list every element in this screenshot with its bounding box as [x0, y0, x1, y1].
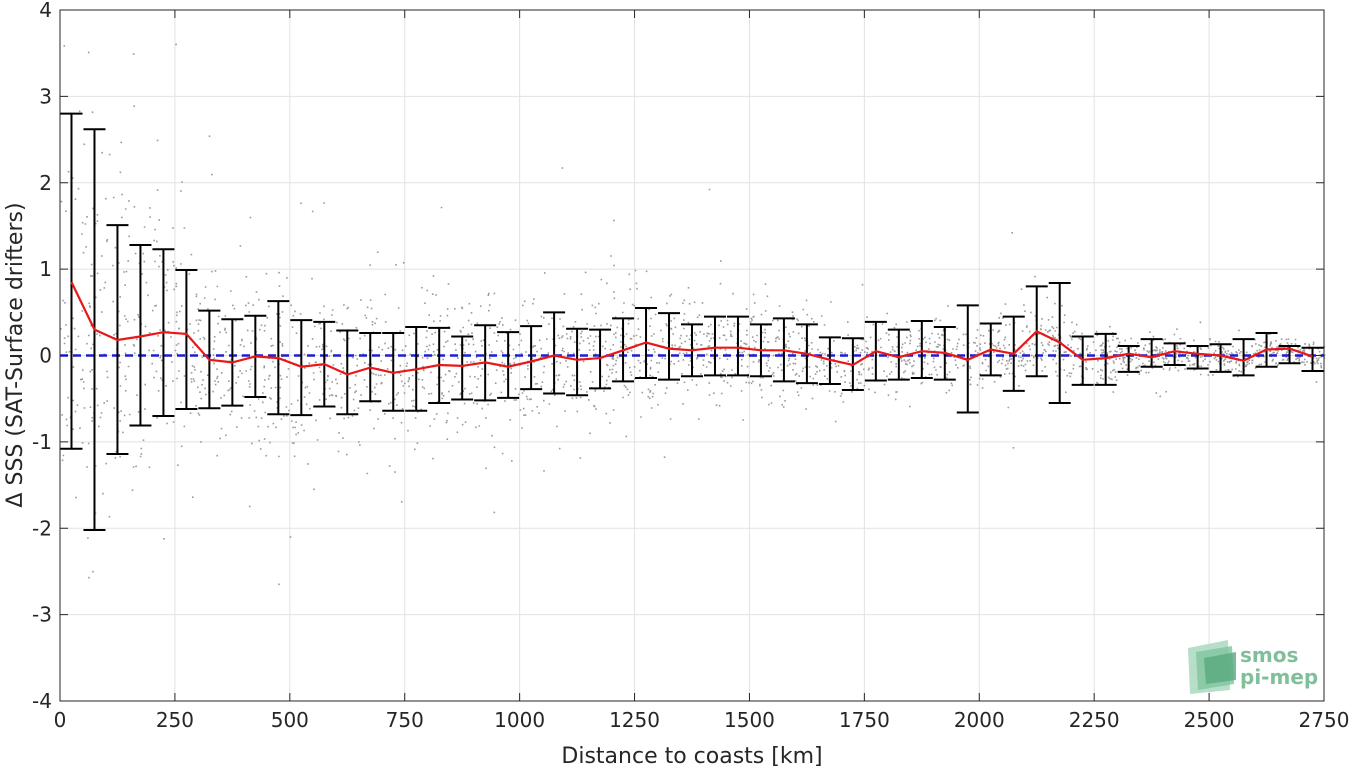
error-bar	[910, 319, 933, 379]
y-tick-label: -3	[32, 603, 52, 627]
x-tick-label: 0	[54, 708, 67, 732]
x-tick-label: 1250	[609, 708, 660, 732]
error-bar	[60, 112, 83, 450]
error-bar	[1232, 338, 1255, 377]
error-bar	[726, 315, 749, 377]
axes	[59, 9, 1325, 702]
x-axis-label: Distance to coasts [km]	[561, 744, 822, 768]
x-tick-label: 2000	[954, 708, 1005, 732]
error-bar	[1140, 338, 1163, 368]
x-tick-label: 2500	[1184, 708, 1235, 732]
y-tick-label: 3	[39, 84, 52, 108]
x-tick-label: 250	[156, 708, 194, 732]
error-bar	[520, 325, 543, 391]
error-bar	[658, 312, 681, 381]
error-bar	[1117, 344, 1140, 373]
error-bar	[1301, 346, 1324, 373]
x-tick-label: 2250	[1069, 708, 1120, 732]
logo-line-2: pi-mep	[1240, 665, 1318, 689]
error-bar	[566, 327, 589, 397]
error-bar	[175, 268, 198, 411]
error-bar	[703, 315, 726, 377]
x-tick-label: 1500	[724, 708, 775, 732]
y-tick-label: 1	[39, 257, 52, 281]
y-tick-label: -4	[32, 689, 52, 713]
error-bar	[1094, 332, 1117, 386]
smos-pi-mep-logo: smos pi-mep	[1188, 640, 1318, 694]
y-tick-label: 2	[39, 171, 52, 195]
error-bar	[1209, 343, 1232, 373]
y-axis-label: Δ SSS (SAT-Surface drifters)	[3, 202, 28, 507]
x-tick-label: 500	[271, 708, 309, 732]
logo-line-1: smos	[1240, 643, 1298, 667]
y-tick-label: 4	[39, 0, 52, 22]
error-bar	[1163, 342, 1186, 367]
tick-labels: 0 250 500 750 1000 1250 1500 1750 2000 2250 2500 27…	[32, 0, 1349, 732]
error-bar	[336, 329, 359, 416]
error-bar	[497, 331, 520, 399]
error-bar	[887, 328, 910, 381]
x-tick-label: 1750	[839, 708, 890, 732]
y-tick-label: -1	[32, 430, 52, 454]
y-tick-label: 0	[39, 344, 52, 368]
mean-polyline	[70, 281, 1313, 376]
x-tick-label: 750	[386, 708, 424, 732]
logo-waves-icon	[1188, 640, 1236, 694]
error-bar	[129, 243, 152, 427]
error-bar	[543, 311, 566, 395]
mean-line	[70, 281, 1313, 376]
x-tick-label: 2750	[1299, 708, 1350, 732]
y-tick-label: -2	[32, 516, 52, 540]
x-tick-label: 1000	[494, 708, 545, 732]
error-bar	[451, 335, 474, 401]
error-bar	[1186, 344, 1209, 370]
